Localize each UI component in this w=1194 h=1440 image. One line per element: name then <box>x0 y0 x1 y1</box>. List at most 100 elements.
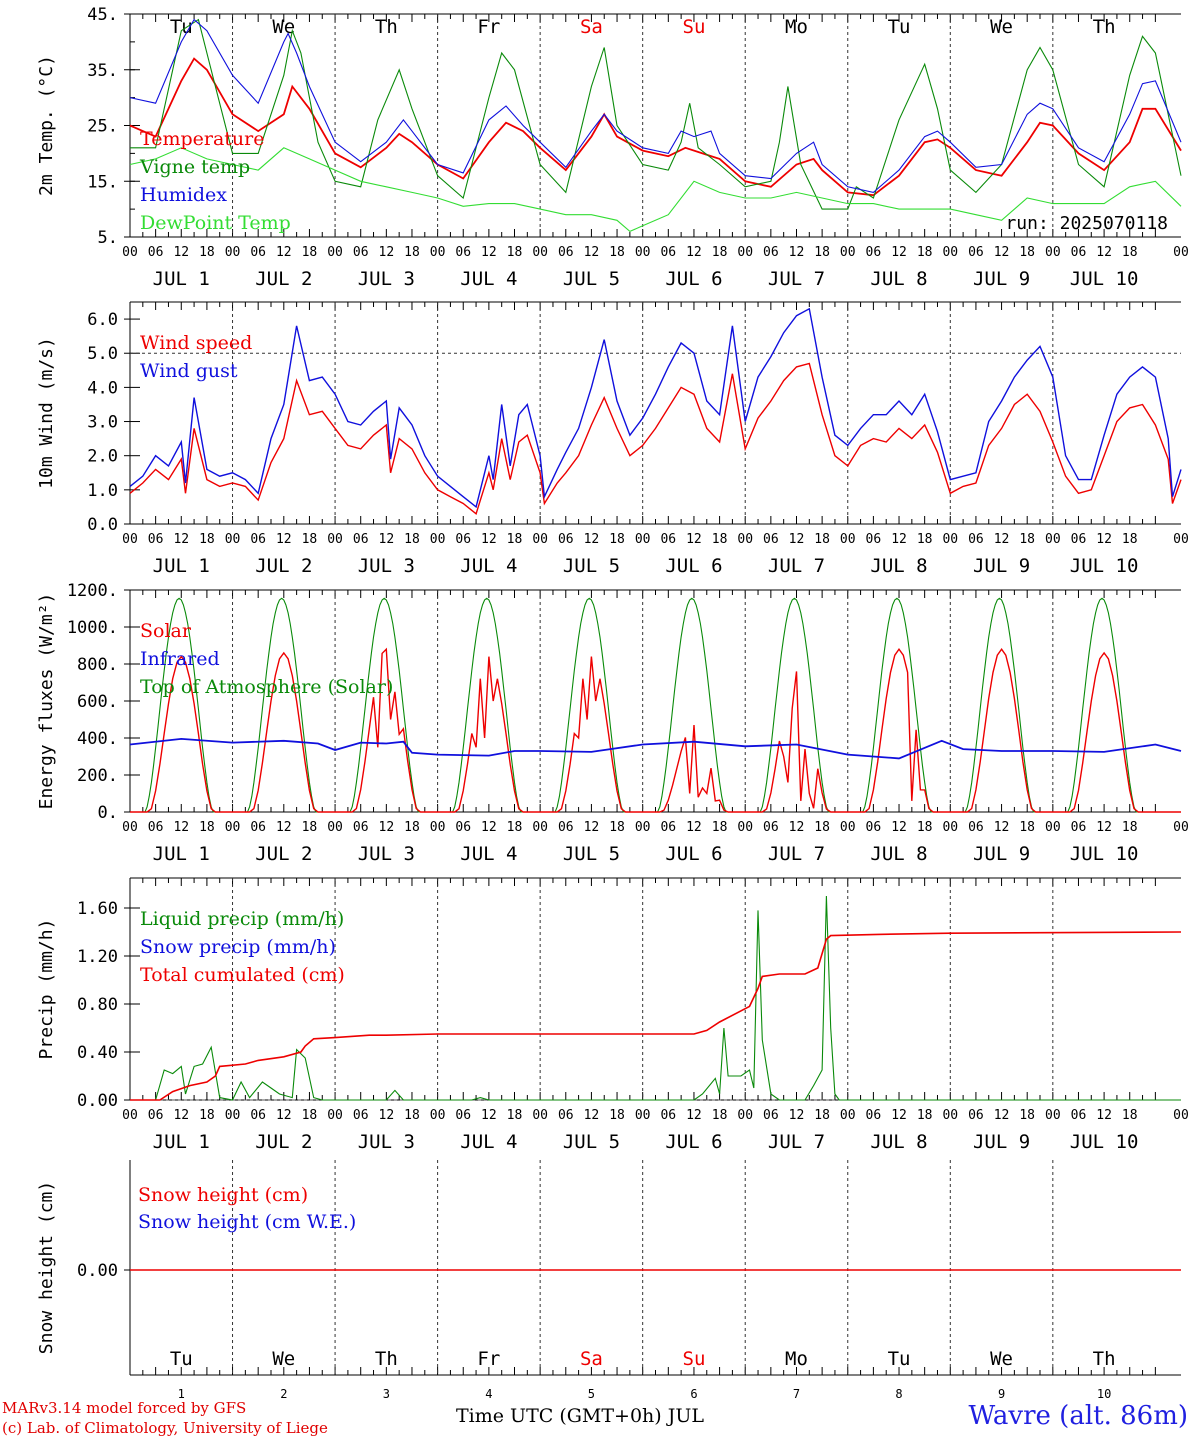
hour-label: 00 <box>635 1108 651 1123</box>
series-line-wind-gust <box>129 307 1182 509</box>
hour-label: 00 <box>737 245 753 260</box>
hour-label: 00 <box>532 532 548 547</box>
hour-label: 06 <box>968 245 984 260</box>
hour-label: 12 <box>891 820 907 835</box>
hour-label: 12 <box>173 820 189 835</box>
hour-label: 12 <box>276 820 292 835</box>
weekday-label: Su <box>683 16 706 38</box>
hour-label: 06 <box>148 532 164 547</box>
hour-label: 18 <box>404 820 420 835</box>
hour-label: 00 <box>737 1108 753 1123</box>
hour-label: 12 <box>481 820 497 835</box>
date-label: JUL 10 <box>1070 555 1139 577</box>
y-axis-label: 10m Wind (m/s) <box>36 337 57 489</box>
hour-label: 00 <box>1045 820 1061 835</box>
series-line-humidex <box>129 18 1182 193</box>
day-number: 2 <box>280 1387 287 1401</box>
hour-label: 06 <box>660 1108 676 1123</box>
day-number: 10 <box>1097 1387 1111 1401</box>
hour-label: 06 <box>455 1108 471 1123</box>
legend-entry: Liquid precip (mm/h) <box>140 908 344 930</box>
hour-label: 18 <box>917 1108 933 1123</box>
hour-label: 18 <box>814 820 830 835</box>
hour-label: 18 <box>609 245 625 260</box>
hour-label: 12 <box>789 245 805 260</box>
hour-label: 06 <box>353 820 369 835</box>
hour-label: 18 <box>404 1108 420 1123</box>
date-label: JUL 5 <box>563 555 620 577</box>
hour-label: 12 <box>276 1108 292 1123</box>
date-label: JUL 4 <box>460 555 517 577</box>
date-label: JUL 3 <box>358 555 415 577</box>
hour-label: 12 <box>481 1108 497 1123</box>
hour-label: 18 <box>1122 1108 1138 1123</box>
hour-label: 06 <box>250 820 266 835</box>
hour-label: 18 <box>1019 820 1035 835</box>
weekday-label: Mo <box>785 16 808 38</box>
hour-label: 00 <box>225 1108 241 1123</box>
hour-label: 18 <box>1019 532 1035 547</box>
legend-entry: Humidex <box>140 184 227 206</box>
date-label: JUL 7 <box>768 268 825 290</box>
hour-label: 12 <box>481 532 497 547</box>
day-number: 7 <box>793 1387 800 1401</box>
hour-label: 06 <box>558 820 574 835</box>
hour-label: 06 <box>148 820 164 835</box>
hour-label: 18 <box>302 532 318 547</box>
date-label: JUL 10 <box>1070 268 1139 290</box>
y-tick-label: 0.00 <box>77 1261 118 1281</box>
hour-label: 12 <box>173 1108 189 1123</box>
weekday-label: Tu <box>888 1348 911 1370</box>
hour-label: 12 <box>686 532 702 547</box>
hour-label: 06 <box>250 245 266 260</box>
legend-entry: Top of Atmosphere (Solar) <box>140 676 393 698</box>
hour-label: 06 <box>968 1108 984 1123</box>
series-line-liquid-precip <box>130 895 1181 1101</box>
weekday-label: Mo <box>785 1348 808 1370</box>
weekday-label: We <box>272 1348 295 1370</box>
hour-label: 00 <box>327 820 343 835</box>
hour-label: 12 <box>686 820 702 835</box>
legend-entry: Solar <box>140 620 192 642</box>
hour-label: 06 <box>763 1108 779 1123</box>
hour-label: 12 <box>686 1108 702 1123</box>
hour-label: 18 <box>507 1108 523 1123</box>
hour-label: 06 <box>455 532 471 547</box>
hour-label: 00 <box>1173 1108 1189 1123</box>
hour-label: 12 <box>994 245 1010 260</box>
date-label: JUL 3 <box>358 1131 415 1153</box>
hour-label: 06 <box>353 245 369 260</box>
day-number: 1 <box>178 1387 185 1401</box>
date-label: JUL 9 <box>973 555 1030 577</box>
hour-label: 18 <box>1122 245 1138 260</box>
y-tick-label: 0.0 <box>87 515 118 535</box>
day-number: 5 <box>588 1387 595 1401</box>
y-tick-label: 6.0 <box>87 310 118 330</box>
hour-label: 06 <box>866 820 882 835</box>
y-tick-label: 600. <box>77 692 118 712</box>
hour-label: 18 <box>404 245 420 260</box>
hour-label: 18 <box>1019 245 1035 260</box>
hour-label: 12 <box>1096 532 1112 547</box>
hour-label: 18 <box>404 532 420 547</box>
hour-label: 06 <box>353 1108 369 1123</box>
hour-label: 06 <box>455 245 471 260</box>
y-tick-label: 1.60 <box>77 899 118 919</box>
hour-label: 12 <box>686 245 702 260</box>
hour-label: 00 <box>430 1108 446 1123</box>
hour-label: 12 <box>891 1108 907 1123</box>
y-tick-label: 35. <box>87 61 118 81</box>
date-label: JUL 1 <box>153 268 210 290</box>
hour-label: 12 <box>789 1108 805 1123</box>
date-label: JUL 7 <box>768 555 825 577</box>
hour-label: 18 <box>609 532 625 547</box>
hour-label: 00 <box>840 1108 856 1123</box>
hour-label: 00 <box>430 532 446 547</box>
hour-label: 18 <box>814 245 830 260</box>
model-credit: MARv3.14 model forced by GFS <box>2 1399 247 1417</box>
legend-entry: Snow height (cm W.E.) <box>138 1211 356 1233</box>
hour-label: 18 <box>609 1108 625 1123</box>
hour-label: 18 <box>712 1108 728 1123</box>
hour-label: 06 <box>660 820 676 835</box>
hour-label: 00 <box>942 245 958 260</box>
